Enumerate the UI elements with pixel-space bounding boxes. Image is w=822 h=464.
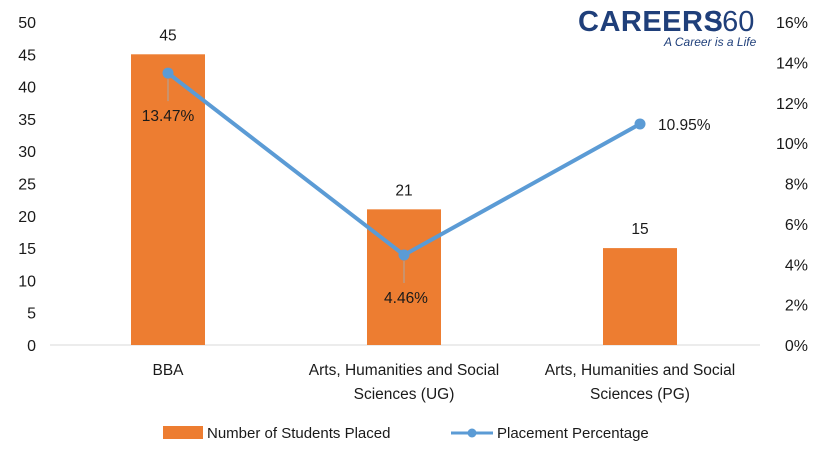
left-tick-label: 50: [18, 15, 36, 32]
left-tick-label: 20: [18, 209, 36, 226]
left-tick-label: 5: [27, 306, 36, 323]
left-tick-label: 10: [18, 273, 36, 290]
legend: Number of Students Placed Placement Perc…: [163, 425, 649, 442]
brand-name: CAREERS: [578, 6, 723, 38]
right-tick-label: 12%: [776, 96, 808, 113]
line-data-labels: 13.47% 4.46% 10.95%: [142, 79, 711, 307]
bar: [131, 54, 205, 346]
left-tick-label: 40: [18, 80, 36, 97]
line-value-label: 4.46%: [384, 290, 428, 307]
brand-number: 360: [706, 6, 754, 38]
bar: [603, 248, 677, 345]
legend-label-line: Placement Percentage: [497, 425, 649, 442]
left-tick-label: 30: [18, 144, 36, 161]
category-label: Arts, Humanities and Social: [545, 362, 735, 379]
category-label: Arts, Humanities and Social: [309, 362, 499, 379]
careers360-logo: CAREERS 360 A Career is a Life: [578, 6, 757, 49]
category-axis-labels: BBA Arts, Humanities and Social Sciences (…: [152, 362, 735, 403]
legend-label-bar: Number of Students Placed: [207, 425, 390, 442]
right-tick-label: 6%: [785, 217, 808, 234]
line-point: [398, 249, 410, 261]
line-value-label: 10.95%: [658, 117, 711, 134]
brand-tagline: A Career is a Life: [663, 35, 757, 49]
line-series: [162, 67, 646, 261]
legend-swatch-bar: [163, 426, 203, 439]
bar-value-label: 15: [631, 221, 648, 238]
left-tick-label: 0: [27, 338, 36, 355]
line-point: [162, 67, 174, 79]
right-tick-label: 2%: [785, 298, 808, 315]
right-tick-label: 16%: [776, 15, 808, 32]
left-tick-label: 45: [18, 47, 36, 64]
line-point: [634, 118, 646, 130]
left-y-axis: 0 5 10 15 20 25 30 35 40 45 50: [18, 15, 36, 355]
left-tick-label: 15: [18, 241, 36, 258]
category-label: Sciences (PG): [590, 386, 690, 403]
bar-value-label: 45: [159, 27, 176, 44]
legend-swatch-marker: [467, 428, 477, 438]
right-y-axis: 0% 2% 4% 6% 8% 10% 12% 14% 16%: [776, 15, 808, 355]
category-label: BBA: [152, 362, 184, 379]
right-tick-label: 8%: [785, 177, 808, 194]
category-label: Sciences (UG): [354, 386, 455, 403]
left-tick-label: 35: [18, 112, 36, 129]
bar-value-label: 21: [395, 182, 412, 199]
right-tick-label: 4%: [785, 257, 808, 274]
right-tick-label: 14%: [776, 55, 808, 72]
left-tick-label: 25: [18, 177, 36, 194]
bar-data-labels: 45 21 15: [159, 27, 648, 238]
right-tick-label: 0%: [785, 338, 808, 355]
right-tick-label: 10%: [776, 136, 808, 153]
line-value-label: 13.47%: [142, 108, 195, 125]
